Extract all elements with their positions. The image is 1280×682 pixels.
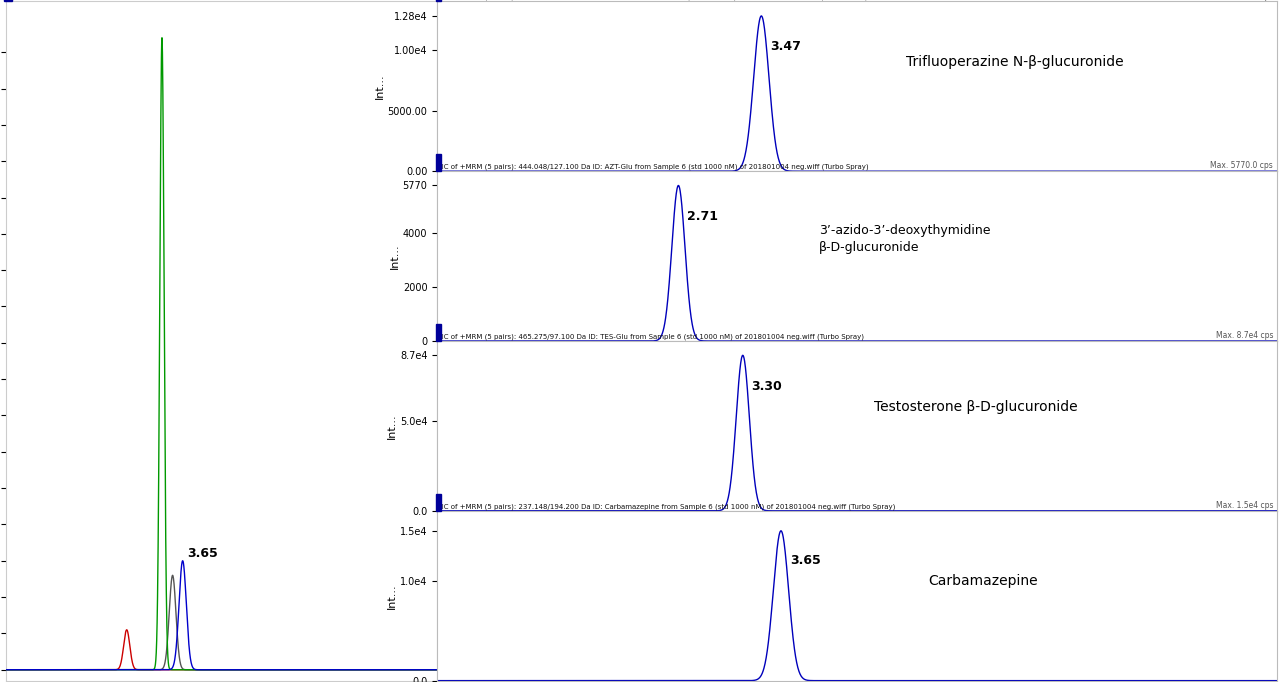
X-axis label: Time, min: Time, min bbox=[829, 351, 884, 361]
Bar bbox=[4, 0, 12, 1]
Text: 3.65: 3.65 bbox=[187, 547, 218, 560]
Text: Carbamazepine: Carbamazepine bbox=[928, 574, 1038, 588]
Text: Max. 1.5e4 cps: Max. 1.5e4 cps bbox=[1216, 501, 1274, 510]
Y-axis label: Int...: Int... bbox=[390, 243, 399, 269]
Y-axis label: Int...: Int... bbox=[375, 74, 385, 99]
Text: XIC of +MRM (5 pairs): 444.048/127.100 Da ID: AZT-Glu from Sample 6 (std 1000 nM: XIC of +MRM (5 pairs): 444.048/127.100 D… bbox=[438, 164, 869, 170]
Text: 3’-azido-3’-deoxythymidine
β-D-glucuronide: 3’-azido-3’-deoxythymidine β-D-glucuroni… bbox=[819, 224, 991, 254]
Text: Trifluoperazine N-β-glucuronide: Trifluoperazine N-β-glucuronide bbox=[906, 55, 1124, 69]
Bar bbox=[436, 154, 442, 171]
Y-axis label: Int...: Int... bbox=[388, 583, 397, 608]
X-axis label: Time, min: Time, min bbox=[829, 521, 884, 531]
Text: 3.47: 3.47 bbox=[771, 40, 801, 53]
Text: 2.71: 2.71 bbox=[687, 209, 718, 223]
Text: XIC of +MRM (5 pairs): 465.275/97.100 Da ID: TES-Glu from Sample 6 (std 1000 nM): XIC of +MRM (5 pairs): 465.275/97.100 Da… bbox=[438, 333, 864, 340]
Bar bbox=[436, 324, 442, 341]
Text: 3.30: 3.30 bbox=[751, 379, 782, 393]
Bar bbox=[436, 494, 442, 511]
Text: 3.65: 3.65 bbox=[790, 554, 820, 567]
Text: Max. 5770.0 cps: Max. 5770.0 cps bbox=[1211, 162, 1274, 170]
Y-axis label: Int...: Int... bbox=[388, 413, 397, 439]
X-axis label: Time, min: Time, min bbox=[829, 181, 884, 192]
Text: Max. 8.7e4 cps: Max. 8.7e4 cps bbox=[1216, 331, 1274, 340]
Text: Testosterone β-D-glucuronide: Testosterone β-D-glucuronide bbox=[874, 400, 1078, 414]
Bar bbox=[436, 0, 442, 1]
Text: XIC of +MRM (5 pairs): 237.148/194.200 Da ID: Carbamazepine from Sample 6 (std 1: XIC of +MRM (5 pairs): 237.148/194.200 D… bbox=[438, 503, 896, 509]
